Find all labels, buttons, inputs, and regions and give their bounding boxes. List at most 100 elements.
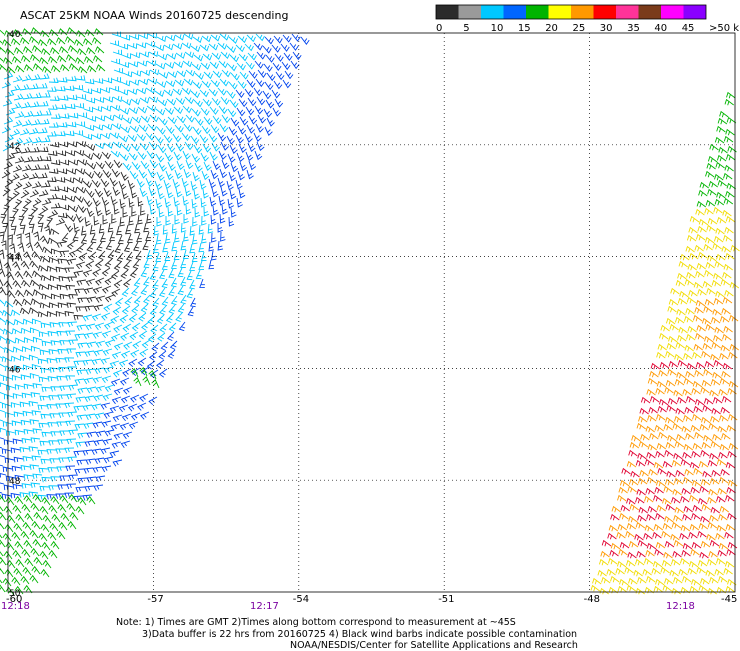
colorbar-label: 40 — [654, 23, 667, 34]
wind-barb — [2, 466, 13, 473]
wind-barb — [683, 377, 694, 385]
wind-barb — [130, 143, 140, 152]
wind-barb — [724, 226, 734, 234]
wind-barb — [693, 405, 703, 413]
wind-barb — [682, 575, 692, 583]
wind-barb — [676, 396, 687, 404]
wind-barb — [695, 299, 706, 307]
wind-barb — [12, 483, 23, 490]
wind-barb — [634, 533, 644, 541]
wind-barb — [84, 216, 91, 227]
wind-barb — [11, 328, 22, 335]
time-label: 12:18 — [666, 601, 695, 612]
colorbar-label: 35 — [627, 23, 640, 34]
wind-barb — [37, 172, 48, 179]
wind-barb — [722, 234, 733, 242]
wind-barb — [150, 324, 159, 334]
wind-barb — [74, 423, 85, 430]
wind-barb — [13, 364, 24, 371]
wind-barb — [3, 484, 14, 491]
wind-barb — [221, 69, 231, 78]
wind-barb — [56, 150, 67, 157]
wind-barb — [167, 161, 176, 171]
wind-barb — [138, 312, 147, 322]
wind-barb — [127, 179, 135, 190]
wind-barb — [118, 135, 129, 143]
wind-barb — [723, 172, 733, 180]
wind-barb — [257, 69, 267, 78]
wind-barb — [10, 402, 21, 408]
wind-barb — [157, 332, 166, 342]
wind-barb — [59, 250, 70, 257]
wind-barb — [175, 97, 186, 105]
wind-barb — [183, 33, 194, 40]
wind-barb — [64, 36, 75, 44]
wind-barb — [728, 351, 738, 359]
wind-barb — [28, 223, 35, 234]
wind-barb — [137, 196, 144, 207]
wind-barb — [46, 131, 57, 137]
wind-barb — [210, 79, 220, 88]
wind-barb — [136, 133, 146, 142]
wind-barb — [264, 126, 273, 136]
wind-barb — [649, 432, 659, 440]
wind-barb — [83, 198, 93, 208]
wind-barb — [183, 78, 194, 86]
wind-barb — [193, 99, 203, 108]
wind-barb — [211, 52, 222, 60]
wind-barb — [691, 512, 701, 520]
wind-barb — [657, 405, 667, 413]
colorbar-swatch — [593, 5, 616, 19]
wind-barb — [83, 422, 94, 430]
wind-barb — [696, 566, 706, 574]
wind-barb — [123, 260, 131, 271]
wind-barb — [181, 87, 192, 95]
wind-barb — [67, 141, 78, 148]
wind-barb — [85, 97, 95, 104]
wind-barb — [643, 557, 654, 565]
wind-barb — [678, 260, 688, 268]
wind-barb — [669, 569, 679, 577]
wind-barb — [654, 486, 664, 494]
wind-barb — [59, 159, 69, 166]
wind-barb — [31, 136, 42, 144]
wind-barb — [55, 85, 66, 92]
wind-barb — [139, 393, 149, 402]
wind-barb — [191, 108, 201, 117]
wind-barb — [32, 63, 43, 71]
wind-barb — [289, 42, 299, 51]
wind-barb — [112, 459, 123, 467]
wind-barb — [191, 234, 198, 245]
wind-barb — [698, 251, 708, 259]
wind-barb — [683, 414, 693, 422]
wind-barb — [175, 187, 183, 198]
wind-barb — [65, 465, 76, 472]
wind-barb — [0, 382, 7, 387]
wind-barb — [46, 176, 57, 183]
wind-barb — [40, 274, 51, 281]
wind-barb — [148, 186, 157, 197]
wind-barb — [181, 132, 191, 141]
wind-barb — [684, 344, 694, 352]
wind-barb — [0, 556, 7, 566]
wind-barb — [38, 100, 49, 107]
wind-barb — [713, 359, 724, 367]
wind-barb — [58, 275, 69, 282]
wind-barb — [165, 80, 176, 88]
wind-barb — [9, 216, 16, 227]
wind-barb — [159, 323, 168, 333]
wind-barb — [155, 153, 165, 163]
wind-barb — [229, 144, 238, 154]
wind-barb — [175, 142, 185, 152]
wind-barb — [148, 396, 158, 406]
wind-barb — [722, 271, 732, 279]
wind-barb — [709, 477, 720, 485]
wind-barb — [76, 48, 87, 56]
wind-barb — [138, 33, 149, 40]
wind-barb — [77, 112, 88, 119]
wind-barb — [704, 236, 715, 244]
wind-barb — [725, 190, 735, 198]
wind-barb — [94, 259, 104, 269]
colorbar-swatch — [548, 5, 571, 19]
wind-barb — [198, 224, 205, 235]
